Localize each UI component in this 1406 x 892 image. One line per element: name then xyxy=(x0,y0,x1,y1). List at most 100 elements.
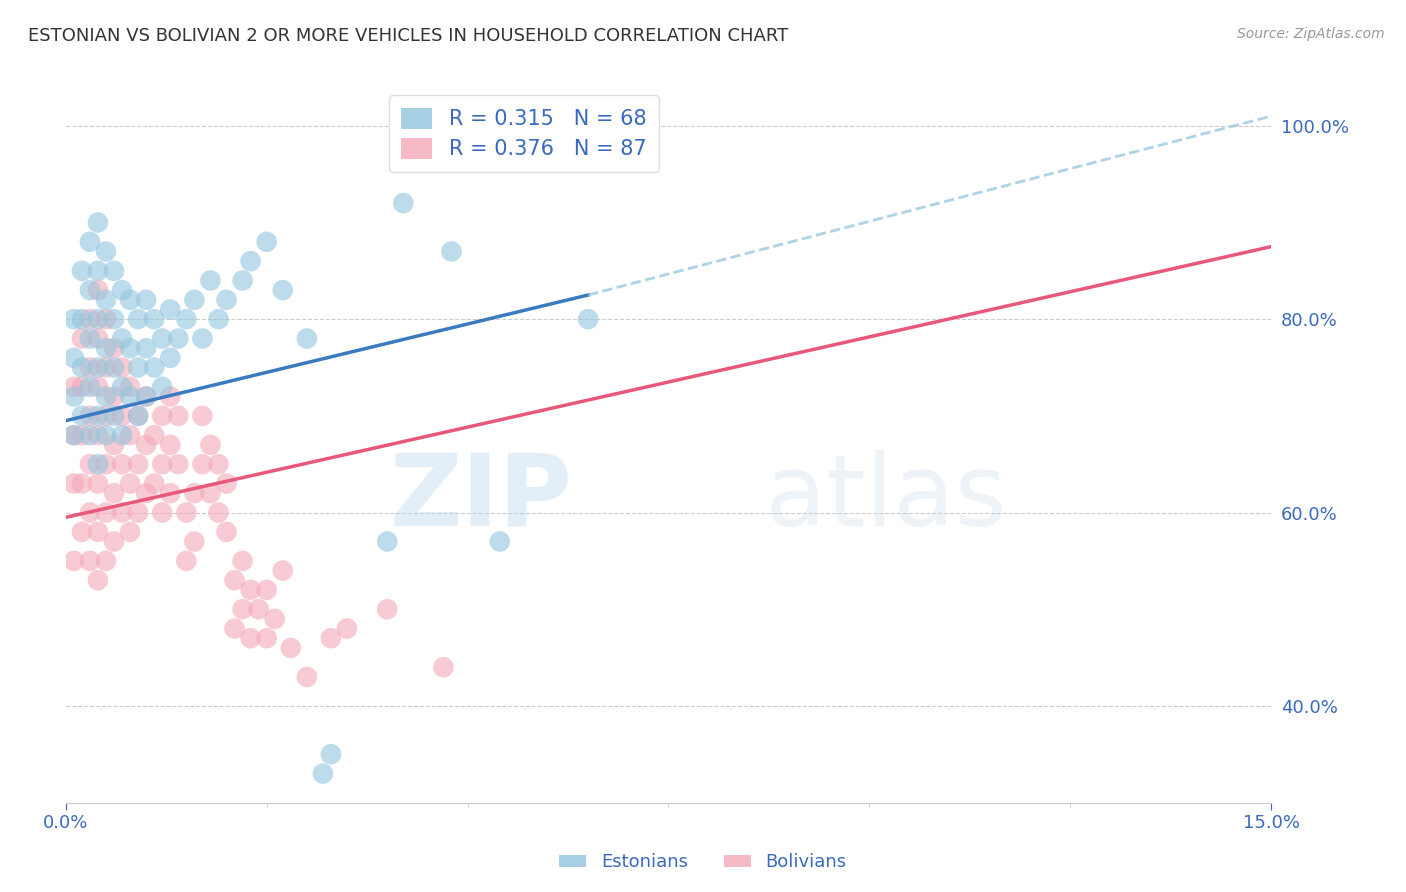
Point xyxy=(200,486,222,500)
Point xyxy=(120,380,142,394)
Point xyxy=(70,524,93,539)
Point xyxy=(256,632,278,646)
Point xyxy=(87,283,110,297)
Point xyxy=(576,312,599,326)
Point xyxy=(103,486,125,500)
Point xyxy=(207,312,229,326)
Point xyxy=(103,409,125,423)
Point xyxy=(70,264,93,278)
Point xyxy=(120,341,142,355)
Point xyxy=(127,409,149,423)
Point xyxy=(176,506,198,520)
Point xyxy=(79,360,101,375)
Point xyxy=(127,360,149,375)
Point xyxy=(617,119,640,133)
Point xyxy=(200,273,222,287)
Point xyxy=(70,360,93,375)
Point xyxy=(79,506,101,520)
Point xyxy=(207,506,229,520)
Point xyxy=(87,331,110,345)
Point xyxy=(239,254,262,268)
Point xyxy=(94,554,117,568)
Point xyxy=(111,360,134,375)
Point xyxy=(87,573,110,587)
Point xyxy=(111,457,134,471)
Point xyxy=(127,409,149,423)
Point xyxy=(63,390,86,404)
Point xyxy=(94,506,117,520)
Point xyxy=(79,235,101,249)
Point xyxy=(224,573,246,587)
Point xyxy=(150,457,173,471)
Point xyxy=(120,524,142,539)
Point xyxy=(111,409,134,423)
Point xyxy=(127,506,149,520)
Point xyxy=(87,457,110,471)
Point xyxy=(232,554,254,568)
Point xyxy=(70,380,93,394)
Point xyxy=(111,380,134,394)
Point xyxy=(79,428,101,442)
Point xyxy=(271,564,294,578)
Point xyxy=(135,293,157,307)
Point xyxy=(143,428,166,442)
Point xyxy=(94,390,117,404)
Point xyxy=(103,341,125,355)
Point xyxy=(295,331,318,345)
Point xyxy=(127,312,149,326)
Point xyxy=(440,148,463,162)
Point xyxy=(319,747,342,762)
Point xyxy=(224,622,246,636)
Point xyxy=(79,312,101,326)
Point xyxy=(94,293,117,307)
Point xyxy=(159,438,181,452)
Point xyxy=(87,409,110,423)
Point xyxy=(94,244,117,259)
Text: atlas: atlas xyxy=(765,450,1007,547)
Point xyxy=(94,409,117,423)
Point xyxy=(191,457,214,471)
Point xyxy=(111,506,134,520)
Point xyxy=(135,341,157,355)
Point xyxy=(150,331,173,345)
Point xyxy=(239,632,262,646)
Point xyxy=(70,312,93,326)
Point xyxy=(70,331,93,345)
Point xyxy=(79,457,101,471)
Point xyxy=(150,506,173,520)
Point xyxy=(215,293,238,307)
Point xyxy=(232,273,254,287)
Text: ZIP: ZIP xyxy=(389,450,572,547)
Point xyxy=(319,632,342,646)
Point xyxy=(183,293,205,307)
Legend: Estonians, Bolivians: Estonians, Bolivians xyxy=(553,847,853,879)
Point xyxy=(232,602,254,616)
Point xyxy=(94,312,117,326)
Point xyxy=(183,486,205,500)
Point xyxy=(200,438,222,452)
Point xyxy=(94,428,117,442)
Point xyxy=(256,582,278,597)
Point xyxy=(63,428,86,442)
Point xyxy=(143,476,166,491)
Point xyxy=(295,670,318,684)
Point xyxy=(191,331,214,345)
Point xyxy=(215,524,238,539)
Point xyxy=(103,534,125,549)
Point xyxy=(336,622,359,636)
Point xyxy=(120,476,142,491)
Point xyxy=(167,331,190,345)
Point xyxy=(150,380,173,394)
Point xyxy=(79,380,101,394)
Point xyxy=(94,457,117,471)
Point xyxy=(103,360,125,375)
Point xyxy=(70,428,93,442)
Point xyxy=(432,660,454,674)
Point xyxy=(312,766,335,780)
Point xyxy=(120,293,142,307)
Point xyxy=(159,486,181,500)
Point xyxy=(120,428,142,442)
Point xyxy=(70,409,93,423)
Point xyxy=(120,390,142,404)
Point xyxy=(70,476,93,491)
